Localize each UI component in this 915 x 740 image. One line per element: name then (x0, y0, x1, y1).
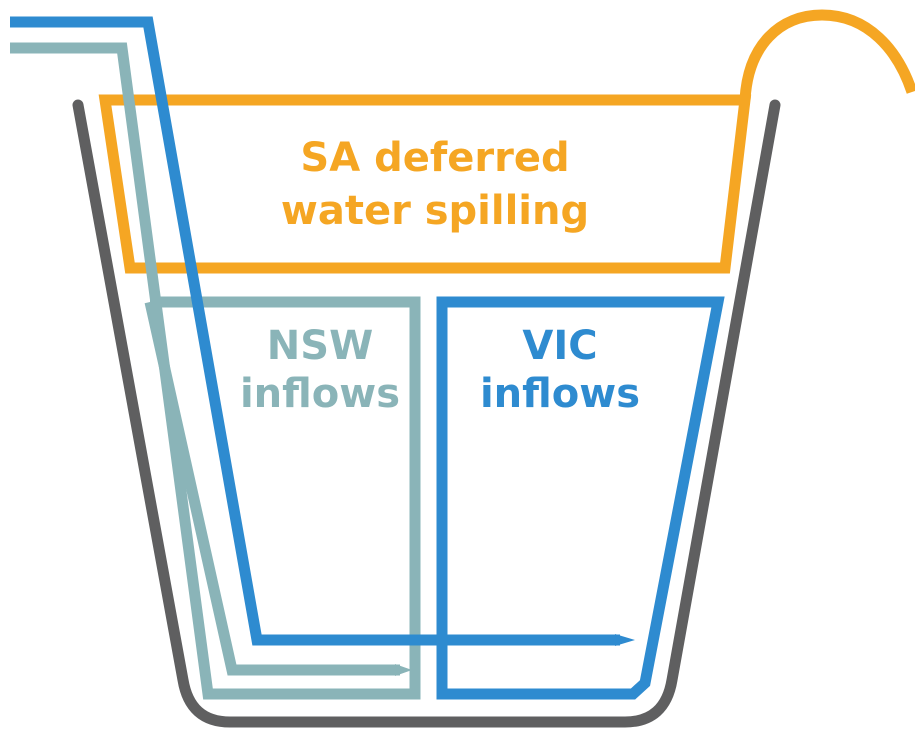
cup (72, 99, 781, 728)
spill-pipe (739, 9, 915, 101)
vic-label: inflows (480, 371, 640, 417)
sa-label: SA deferred (300, 135, 569, 181)
nsw-pipe (144, 300, 400, 676)
nsw-box (10, 42, 421, 700)
nsw-label: NSW (267, 323, 373, 369)
vic-box (436, 296, 725, 700)
nsw-arrow (395, 664, 412, 676)
nsw-label: inflows (240, 371, 400, 417)
sa-box (98, 94, 752, 274)
sa-label: water spilling (281, 188, 589, 234)
vic-arrow (615, 634, 635, 646)
vic-label: VIC (522, 323, 597, 369)
